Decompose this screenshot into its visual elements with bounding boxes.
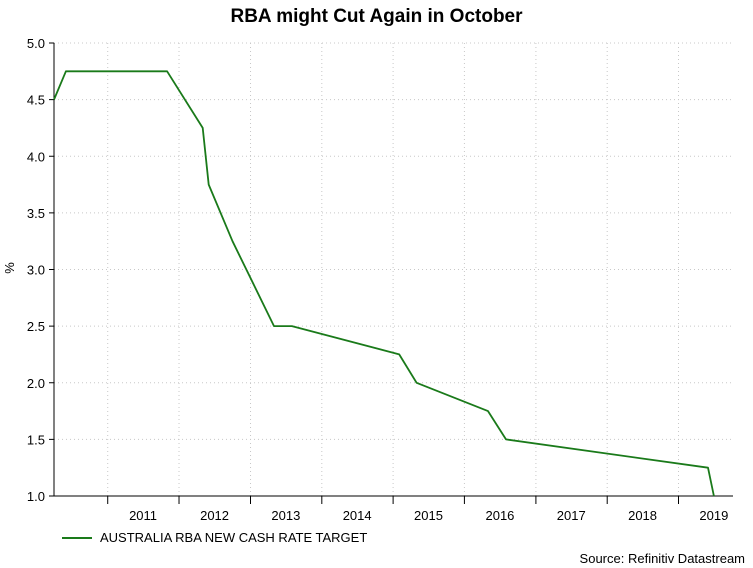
series-line (53, 70, 715, 497)
x-tick-label: 2015 (414, 508, 443, 523)
y-tick-label: 3.0 (27, 263, 45, 278)
y-tick-label: 1.0 (27, 489, 45, 504)
y-tick-label: 2.0 (27, 376, 45, 391)
legend-swatch (62, 536, 92, 539)
x-tick-label: 2013 (271, 508, 300, 523)
x-tick-label: 2012 (200, 508, 229, 523)
legend-label: AUSTRALIA RBA NEW CASH RATE TARGET (100, 530, 368, 545)
x-tick-label: 2014 (343, 508, 372, 523)
chart-title: RBA might Cut Again in October (230, 6, 523, 27)
x-tick-label: 2011 (129, 508, 157, 523)
x-tick-label: 2016 (485, 508, 514, 523)
source-note: Source: Refinitiv Datastream (579, 551, 745, 566)
x-tick-label: 2019 (699, 508, 728, 523)
x-tick-label: 2018 (628, 508, 657, 523)
y-tick-label: 4.5 (27, 93, 45, 108)
y-tick-label: 3.5 (27, 206, 45, 221)
legend: AUSTRALIA RBA NEW CASH RATE TARGET (62, 530, 367, 545)
axis-layer: 1.0 1.5 2.0 2.5 3.0 3.5 4.0 4.5 5.0 2011 2012 2013 2… (27, 36, 733, 523)
y-tick-label: 2.5 (27, 319, 45, 334)
y-tick-label: 4.0 (27, 149, 45, 164)
y-axis-label: % (2, 262, 17, 274)
series-layer (53, 70, 715, 497)
y-tick-label: 5.0 (27, 36, 45, 51)
grid-layer (54, 42, 733, 497)
y-tick-label: 1.5 (27, 432, 45, 447)
x-tick-label: 2017 (557, 508, 586, 523)
